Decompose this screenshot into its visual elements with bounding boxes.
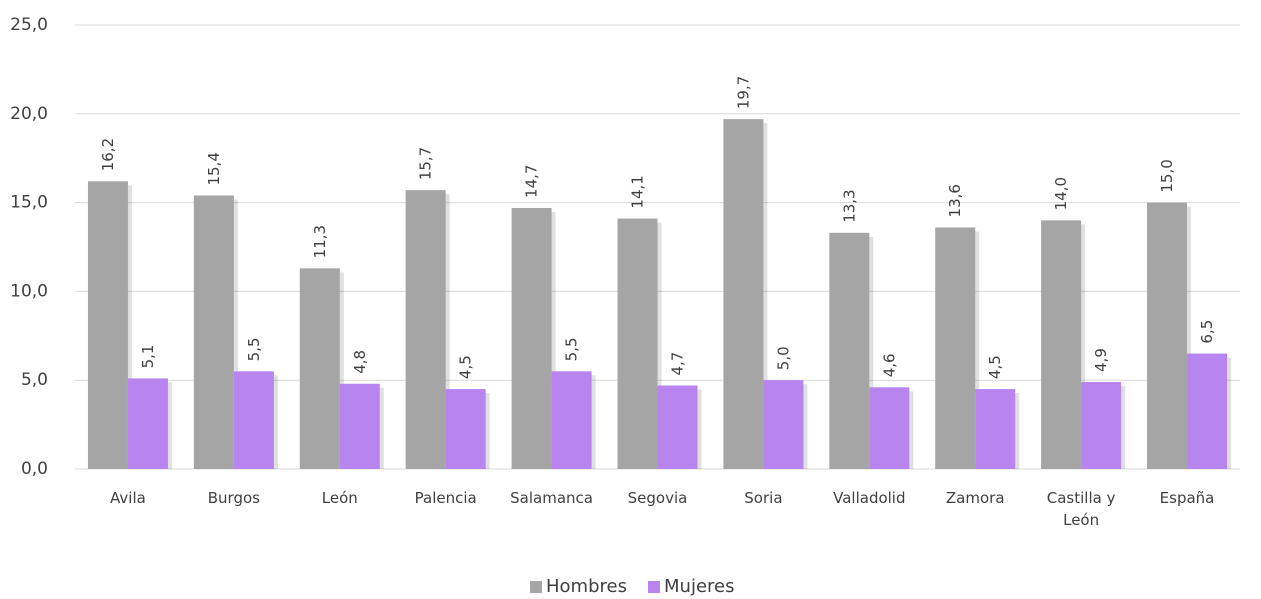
x-tick-label: Soria xyxy=(744,489,783,507)
bar xyxy=(763,380,804,469)
bar xyxy=(1041,220,1082,469)
bar xyxy=(445,389,486,469)
x-tick-label: Segovia xyxy=(627,489,688,507)
data-label: 13,6 xyxy=(946,184,964,217)
x-tick-label: Avila xyxy=(110,489,146,507)
legend-item: Mujeres xyxy=(648,576,734,597)
y-tick-label: 0,0 xyxy=(21,459,48,479)
data-label: 4,8 xyxy=(351,350,369,374)
y-tick-label: 10,0 xyxy=(10,281,48,301)
data-label: 5,5 xyxy=(563,337,581,361)
x-tick-label: Palencia xyxy=(414,489,477,507)
data-label: 4,5 xyxy=(986,355,1004,379)
y-tick-label: 25,0 xyxy=(10,15,48,35)
data-label: 15,4 xyxy=(205,152,223,185)
data-label: 5,0 xyxy=(774,346,792,370)
x-tick-label: Zamora xyxy=(945,489,1005,507)
bar xyxy=(829,232,870,469)
bar xyxy=(87,181,128,469)
data-label: 4,9 xyxy=(1092,348,1110,372)
x-tick-label: Salamanca xyxy=(510,489,593,507)
data-label: 4,7 xyxy=(669,352,687,376)
bar xyxy=(127,378,168,469)
data-label: 14,1 xyxy=(629,175,647,208)
data-label: 14,0 xyxy=(1052,177,1070,210)
bar xyxy=(1187,353,1228,469)
bar xyxy=(975,389,1016,469)
bar xyxy=(299,268,340,469)
bar xyxy=(617,218,658,469)
data-label: 19,7 xyxy=(734,76,752,109)
bar xyxy=(339,383,380,469)
bar xyxy=(935,227,976,469)
y-tick-label: 20,0 xyxy=(10,104,48,124)
data-label: 5,1 xyxy=(139,345,157,369)
x-tick-label: España xyxy=(1159,489,1215,507)
bar xyxy=(869,387,910,469)
bar xyxy=(511,207,552,470)
data-label: 15,7 xyxy=(417,147,435,180)
legend-swatch xyxy=(530,580,542,593)
bar xyxy=(1081,381,1122,469)
legend-item: Hombres xyxy=(530,576,627,597)
bar xyxy=(193,195,234,469)
data-label: 5,5 xyxy=(245,337,263,361)
legend-swatch xyxy=(648,580,660,593)
bar xyxy=(1147,202,1188,469)
data-label: 4,5 xyxy=(457,355,475,379)
data-label: 13,3 xyxy=(840,189,858,222)
data-label: 14,7 xyxy=(523,165,541,198)
data-label: 6,5 xyxy=(1198,320,1216,344)
bar xyxy=(657,385,698,469)
x-tick-label: Castilla y León xyxy=(1046,489,1116,529)
y-tick-label: 5,0 xyxy=(21,370,48,390)
data-label: 15,0 xyxy=(1158,159,1176,192)
bar xyxy=(551,371,592,469)
y-tick-label: 15,0 xyxy=(10,193,48,213)
bar xyxy=(723,119,764,470)
data-label: 4,6 xyxy=(880,353,898,377)
bar xyxy=(405,190,446,469)
bar xyxy=(233,371,274,469)
data-label: 16,2 xyxy=(99,138,117,171)
legend-label: Mujeres xyxy=(664,576,735,597)
data-label: 11,3 xyxy=(311,225,329,258)
x-tick-label: Burgos xyxy=(207,489,260,507)
x-tick-label: Valladolid xyxy=(833,489,906,507)
x-tick-label: León xyxy=(321,489,358,507)
legend-label: Hombres xyxy=(546,576,627,597)
